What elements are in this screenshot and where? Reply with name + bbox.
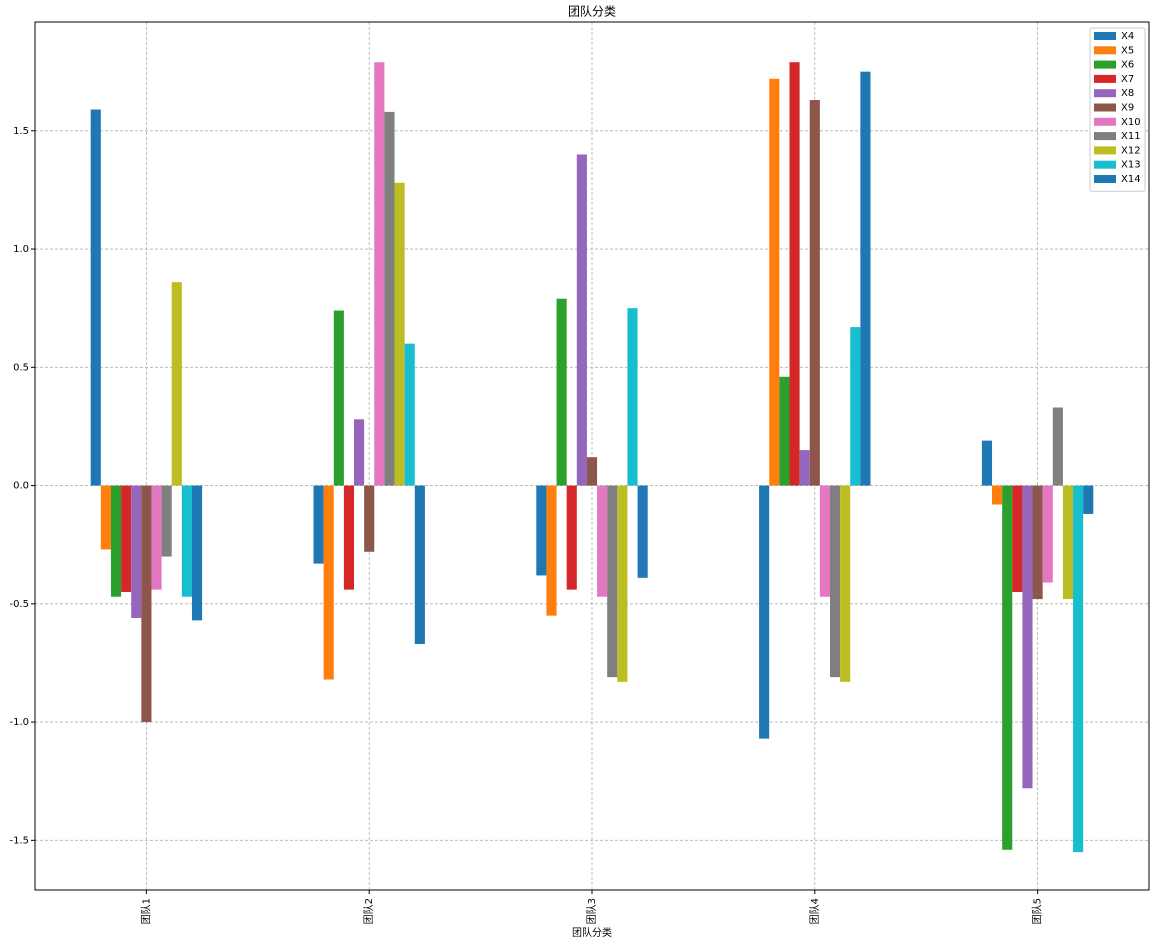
- bar: [1052, 407, 1063, 486]
- bar: [617, 485, 628, 682]
- legend-swatch: [1094, 132, 1116, 141]
- bar: [181, 485, 192, 597]
- legend-label: X13: [1121, 160, 1141, 171]
- bar: [404, 343, 415, 486]
- y-tick-label: 1.5: [13, 126, 29, 137]
- bar: [597, 485, 608, 597]
- bar: [1062, 485, 1074, 600]
- legend-swatch: [1094, 175, 1116, 183]
- legend-label: X11: [1121, 131, 1141, 142]
- bar: [151, 485, 162, 590]
- y-tick-label: 0.5: [13, 362, 29, 373]
- bar: [191, 485, 203, 621]
- legend-label: X9: [1121, 103, 1134, 114]
- bar: [556, 298, 567, 486]
- bar: [769, 78, 780, 486]
- bar: [131, 485, 142, 619]
- bar: [1073, 485, 1084, 853]
- chart-title: 团队分类: [568, 4, 616, 19]
- bar: [313, 485, 324, 564]
- bar: [981, 440, 993, 486]
- y-tick-label: -0.5: [9, 599, 29, 610]
- bar: [607, 485, 618, 678]
- bar: [819, 485, 830, 597]
- bar: [789, 62, 800, 486]
- x-tick-label: 团队2: [362, 898, 375, 924]
- bar: [850, 327, 861, 486]
- bar: [171, 282, 182, 486]
- bar: [799, 450, 810, 486]
- bar: [586, 457, 598, 486]
- legend-label: X5: [1121, 45, 1134, 56]
- legend-swatch: [1094, 74, 1116, 83]
- bar: [110, 485, 122, 597]
- legend-swatch: [1094, 32, 1116, 40]
- legend-label: X4: [1121, 31, 1134, 42]
- bar: [333, 310, 344, 486]
- legend-swatch: [1094, 117, 1116, 126]
- bar: [384, 111, 395, 486]
- axes-frame: [34, 21, 1150, 891]
- legend-swatch: [1094, 60, 1116, 69]
- bar: [992, 485, 1003, 505]
- y-tick-label: -1.0: [9, 717, 29, 728]
- bar: [394, 182, 405, 486]
- bar: [1022, 485, 1033, 789]
- legend-swatch: [1094, 103, 1116, 112]
- bar: [860, 71, 871, 486]
- bar: [1012, 485, 1023, 592]
- legend-swatch: [1094, 146, 1116, 155]
- bar: [759, 485, 770, 739]
- legend-label: X14: [1121, 174, 1141, 185]
- legend-label: X7: [1121, 74, 1134, 85]
- bar: [627, 308, 638, 486]
- bar: [343, 485, 355, 590]
- bar: [576, 154, 587, 486]
- bar: [1042, 485, 1053, 583]
- bar: [1032, 485, 1043, 600]
- legend-swatch: [1094, 89, 1116, 98]
- legend-label: X10: [1121, 117, 1141, 128]
- bar: [414, 485, 425, 645]
- y-tick-label: 0.0: [13, 481, 29, 492]
- bar: [546, 485, 557, 616]
- bar: [141, 485, 152, 723]
- bar: [637, 485, 648, 578]
- bar: [364, 485, 375, 552]
- legend-label: X6: [1121, 60, 1134, 71]
- bar: [100, 485, 111, 550]
- legend-swatch: [1094, 46, 1116, 55]
- bar: [829, 485, 841, 678]
- bar: [1083, 485, 1094, 514]
- x-tick-label: 团队3: [585, 898, 598, 924]
- y-tick-label: -1.5: [9, 835, 29, 846]
- y-tick-label: 1.0: [13, 244, 29, 255]
- x-tick-label: 团队5: [1031, 898, 1044, 924]
- legend-label: X12: [1121, 145, 1141, 156]
- bar: [374, 62, 385, 486]
- bar: [536, 485, 547, 576]
- x-tick-label: 团队4: [808, 898, 821, 924]
- legend-swatch: [1094, 160, 1116, 169]
- bar: [90, 109, 101, 486]
- x-tick-label: 团队1: [139, 898, 152, 924]
- bar: [779, 376, 790, 486]
- legend-label: X8: [1121, 88, 1134, 99]
- bar: [323, 485, 334, 680]
- bar: [121, 485, 132, 592]
- bar: [1002, 485, 1013, 850]
- bar: [809, 100, 820, 486]
- x-axis-label: 团队分类: [572, 926, 612, 939]
- bar: [840, 485, 851, 682]
- bar: [566, 485, 577, 590]
- bar: [354, 419, 365, 486]
- bar: [161, 485, 172, 557]
